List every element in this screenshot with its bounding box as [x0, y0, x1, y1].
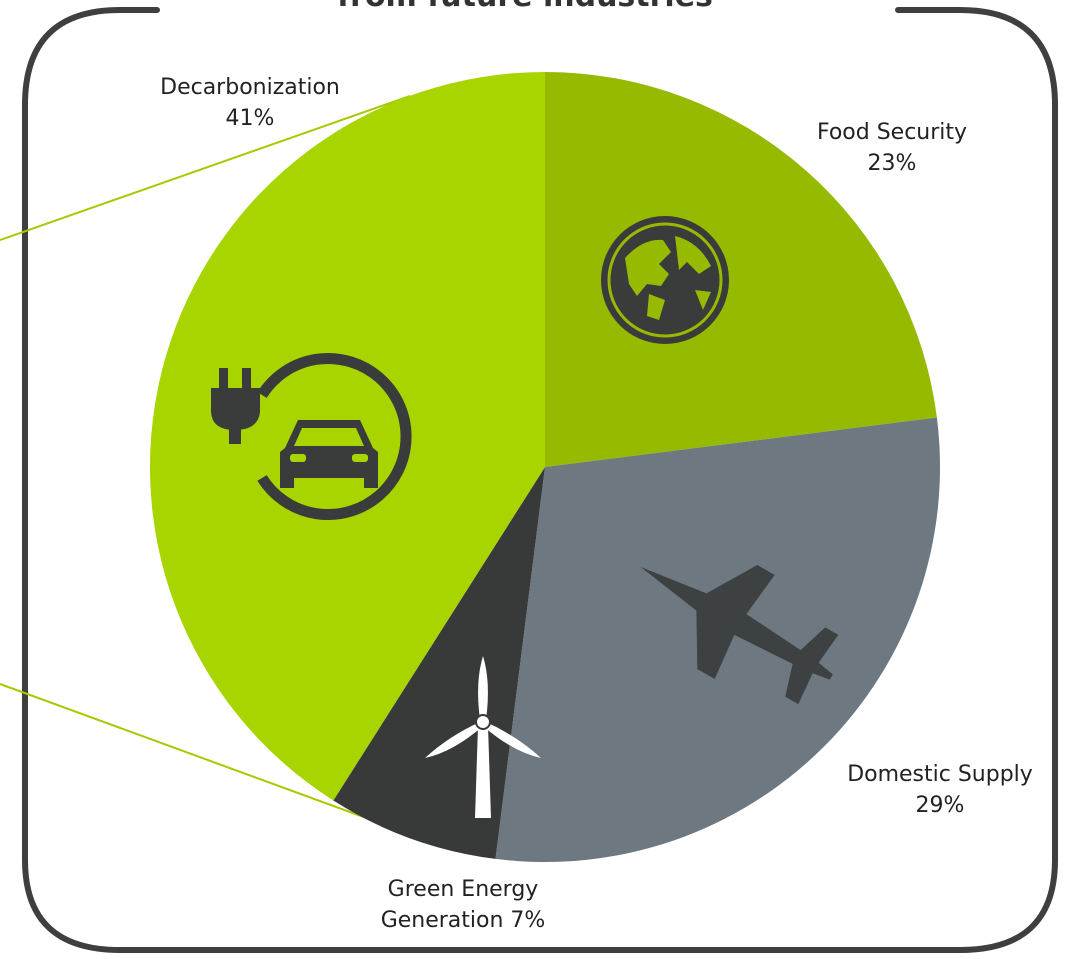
label-decarbonization-name: Decarbonization [160, 75, 340, 100]
fighter-jet-icon [640, 565, 839, 705]
connector-line-bottom [0, 683, 381, 824]
slice-green-energy-generation [333, 467, 545, 859]
slice-food-security [545, 72, 937, 467]
label-domestic-supply-value: 29% [916, 793, 965, 818]
label-green-energy-value: Generation 7% [381, 908, 546, 933]
chart-title: from future industries [337, 0, 713, 14]
label-food-security-name: Food Security [817, 120, 967, 145]
connector-line-top [0, 95, 411, 241]
globe-icon [601, 216, 729, 344]
wind-turbine-icon [425, 656, 541, 818]
label-decarbonization-value: 41% [226, 106, 275, 131]
label-green-energy-name: Green Energy [388, 877, 539, 902]
frame-border [22, 7, 1058, 953]
label-domestic-supply-name: Domestic Supply [847, 762, 1033, 787]
ev-charging-icon [211, 353, 412, 520]
pie-slices [150, 72, 940, 862]
label-food-security-value: 23% [868, 151, 917, 176]
